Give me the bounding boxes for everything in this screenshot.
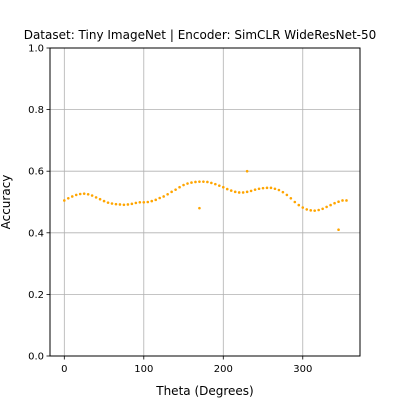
data-point: [190, 181, 193, 184]
data-point: [277, 188, 281, 192]
data-point: [174, 188, 177, 191]
data-point: [273, 187, 277, 191]
axis-ticks: 0 100 200 300 0.0 0.2 0.4 0.6 0.8 1.0: [28, 44, 312, 376]
y-tick-label: 0.4: [28, 228, 44, 239]
data-point: [293, 200, 297, 204]
x-tick-label: 300: [293, 364, 312, 375]
data-point: [118, 203, 122, 206]
data-point: [313, 209, 316, 212]
data-point: [82, 192, 86, 195]
data-point: [249, 189, 253, 193]
data-point: [134, 201, 138, 205]
data-point: [166, 193, 169, 196]
data-point: [245, 169, 249, 173]
data-point: [106, 201, 110, 204]
data-point: [70, 195, 74, 198]
data-point: [237, 191, 241, 194]
data-point: [178, 185, 181, 189]
data-point: [182, 183, 185, 187]
y-tick-label: 0.8: [28, 105, 44, 116]
data-point: [150, 199, 154, 203]
data-points: [63, 169, 348, 232]
data-point: [126, 203, 130, 206]
data-point: [341, 199, 344, 202]
x-tick-label: 100: [134, 364, 153, 375]
data-point: [194, 180, 197, 184]
data-point: [305, 208, 309, 211]
data-point: [198, 180, 201, 183]
plot-frame: [49, 47, 361, 357]
data-point: [337, 200, 340, 203]
data-point: [78, 192, 82, 196]
data-point: [170, 190, 173, 194]
data-point: [158, 196, 161, 200]
data-point: [233, 190, 237, 194]
data-point: [333, 201, 336, 205]
data-point: [122, 203, 126, 207]
data-point: [63, 199, 66, 202]
data-point: [90, 194, 94, 197]
data-point: [98, 197, 102, 201]
data-point: [74, 193, 78, 197]
x-tick-label: 0: [61, 364, 67, 375]
data-point: [225, 187, 229, 191]
data-point: [253, 188, 257, 191]
data-point: [257, 187, 261, 191]
data-point: [301, 206, 305, 209]
data-point: [202, 180, 205, 183]
data-point: [154, 198, 158, 202]
data-point: [66, 197, 70, 200]
data-point: [214, 182, 217, 186]
y-tick-label: 0.0: [28, 352, 44, 363]
data-point: [321, 207, 324, 211]
data-point: [94, 196, 98, 199]
data-point: [229, 189, 233, 192]
data-point: [146, 200, 150, 204]
data-point: [289, 197, 293, 200]
data-point: [297, 203, 301, 207]
data-point: [110, 202, 114, 205]
data-point: [218, 184, 221, 187]
data-point: [221, 185, 225, 189]
data-point: [130, 202, 134, 206]
data-point: [102, 199, 106, 203]
data-point: [142, 201, 146, 204]
data-point: [186, 182, 189, 185]
data-point: [309, 209, 313, 212]
data-point: [162, 195, 165, 198]
x-tick-label: 200: [214, 364, 233, 375]
chart-title: Dataset: Tiny ImageNet | Encoder: SimCLR…: [24, 28, 377, 42]
data-point: [114, 202, 118, 206]
data-point: [345, 199, 348, 202]
data-point: [210, 181, 213, 185]
data-point: [285, 193, 289, 197]
data-point: [138, 201, 142, 204]
data-point: [245, 190, 249, 194]
data-point: [206, 180, 209, 184]
data-point: [198, 206, 201, 210]
y-tick-label: 0.2: [28, 290, 44, 301]
data-point: [241, 191, 245, 194]
data-point: [329, 203, 332, 207]
data-point: [281, 190, 285, 194]
data-point: [86, 193, 90, 196]
y-tick-label: 1.0: [28, 44, 44, 55]
y-axis-label: Accuracy: [0, 175, 13, 230]
x-axis-label: Theta (Degrees): [155, 384, 253, 398]
data-point: [261, 186, 265, 190]
data-point: [317, 208, 320, 212]
data-point: [325, 205, 328, 209]
data-point: [269, 186, 273, 190]
y-tick-label: 0.6: [28, 167, 44, 178]
data-point: [337, 228, 340, 232]
data-point: [265, 186, 269, 190]
